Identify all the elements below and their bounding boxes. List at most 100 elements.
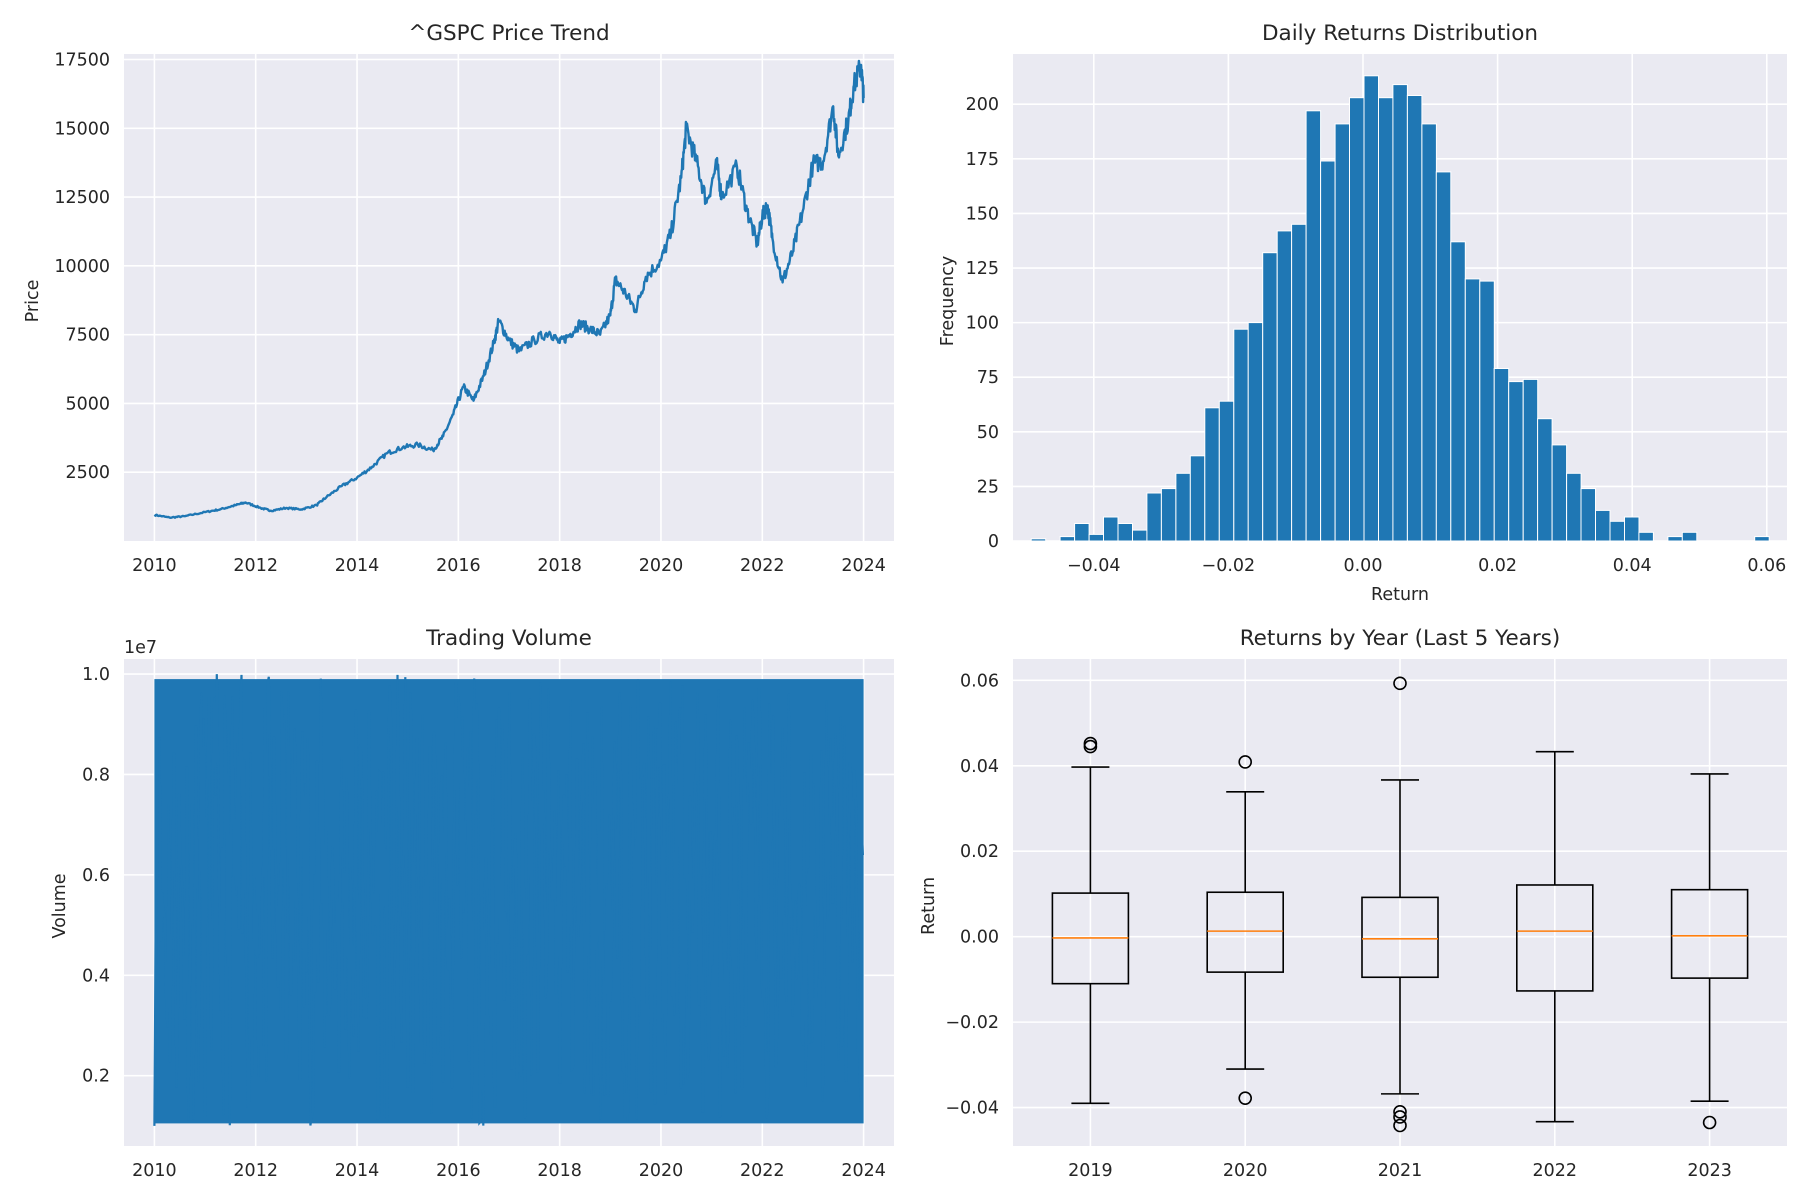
year-tick-label: 2022 [740, 1161, 785, 1181]
volume-tick-label: 1.0 [82, 665, 110, 685]
box-2019 [1051, 736, 1130, 1105]
frequency-axis-label: Frequency [938, 256, 958, 346]
histogram-bar [1103, 516, 1119, 542]
year-tick-label: 2020 [639, 556, 684, 576]
histogram-bar [1435, 171, 1452, 542]
price-tick-label: 2500 [65, 463, 110, 483]
histogram-bar [1088, 533, 1105, 542]
histogram-bar [1638, 531, 1654, 542]
histogram-bar [1363, 75, 1379, 542]
histogram-bar [1624, 516, 1640, 542]
year-tick-label: 2024 [841, 556, 886, 576]
histogram-bar [1189, 455, 1206, 542]
histogram-bar [1522, 378, 1539, 542]
iqr-box [1516, 884, 1594, 992]
histogram-bar [1464, 278, 1481, 542]
frequency-tick-label: 0 [988, 532, 999, 552]
boxplot-return-axis-label: Return [919, 877, 939, 935]
iqr-box [1670, 888, 1749, 979]
histogram-bar [1667, 536, 1683, 542]
outlier-point [1393, 1110, 1407, 1124]
histogram-bar [1493, 368, 1510, 542]
histogram-bar [1320, 160, 1336, 542]
histogram-bar [1681, 531, 1698, 542]
volume-axis-label: Volume [50, 873, 70, 938]
histogram-bar [1479, 280, 1495, 542]
year-tick-label: 2020 [639, 1161, 684, 1181]
price-tick-label: 15000 [54, 119, 110, 139]
year-tick-label: 2010 [132, 1161, 177, 1181]
histogram-bar [1378, 97, 1394, 542]
histogram-bar [1566, 472, 1582, 542]
volume-tick-label: 0.6 [82, 866, 110, 886]
return-axis-label: Return [1371, 585, 1429, 605]
return-tick-label: 0.02 [1478, 556, 1517, 576]
outlier-point [1238, 755, 1252, 769]
year-category-label: 2020 [1223, 1161, 1268, 1181]
year-tick-label: 2022 [740, 556, 785, 576]
returns-histogram-panel: Daily Returns Distribution Return Freque… [938, 21, 1787, 605]
return-tick-label: 0.00 [1343, 556, 1382, 576]
year-tick-label: 2010 [132, 556, 177, 576]
histogram-chart-title: Daily Returns Distribution [1262, 21, 1538, 46]
return-tick-label: −0.02 [1202, 556, 1256, 576]
return-tick-label: −0.04 [1067, 556, 1121, 576]
outlier-point [1238, 1091, 1252, 1105]
frequency-tick-label: 75 [977, 368, 999, 388]
frequency-tick-label: 125 [966, 259, 999, 279]
histogram-bar [1537, 418, 1553, 542]
box-2023 [1670, 773, 1749, 1130]
return-tick-label: 0.00 [960, 928, 999, 948]
outlier-point [1393, 676, 1407, 691]
histogram-bar [1132, 529, 1148, 542]
histogram-bar [1160, 488, 1177, 542]
outlier-point [1702, 1115, 1717, 1130]
price-tick-label: 10000 [54, 257, 110, 277]
volume-tick-label: 0.2 [82, 1067, 110, 1087]
frequency-tick-label: 50 [977, 423, 999, 443]
volume-tick-label: 0.8 [82, 765, 110, 785]
trading-volume-panel: Trading Volume Volume 1e7 2010 2012 2014 20… [50, 626, 894, 1181]
return-tick-label: 0.04 [960, 757, 999, 777]
iqr-box [1361, 896, 1439, 979]
histogram-bar [1595, 509, 1611, 542]
histogram-bar [1204, 407, 1220, 542]
histogram-bar [1218, 400, 1235, 542]
plot-area [124, 54, 894, 541]
price-tick-label: 12500 [54, 188, 110, 208]
volume-offset-label: 1e7 [124, 638, 157, 658]
histogram-bar [1754, 536, 1770, 542]
outlier-point [1393, 1118, 1407, 1133]
box-2022 [1516, 750, 1594, 1123]
histogram-bar [1508, 381, 1524, 542]
histogram-bar [1175, 472, 1191, 542]
return-tick-label: 0.02 [960, 842, 999, 862]
histogram-bar [1247, 322, 1264, 542]
histogram-bar [1421, 123, 1437, 542]
boxplot-chart-title: Returns by Year (Last 5 Years) [1240, 626, 1561, 651]
return-tick-label: −0.02 [945, 1013, 999, 1033]
year-category-label: 2021 [1378, 1161, 1423, 1181]
frequency-tick-label: 200 [966, 95, 999, 115]
histogram-bar [1580, 488, 1596, 542]
histogram-bar [1276, 230, 1293, 542]
return-tick-label: 0.06 [1747, 556, 1786, 576]
histogram-bar [1074, 523, 1090, 542]
price-tick-label: 5000 [65, 394, 110, 414]
year-category-label: 2019 [1068, 1161, 1113, 1181]
histogram-bar [1262, 252, 1278, 542]
year-tick-label: 2024 [841, 1161, 886, 1181]
year-category-label: 2022 [1533, 1161, 1578, 1181]
price-chart-title: ^GSPC Price Trend [408, 21, 609, 46]
price-line [153, 59, 865, 519]
histogram-bar [1334, 123, 1351, 542]
price-trend-panel: ^GSPC Price Trend Price 2010 2012 2014 2016… [23, 21, 894, 576]
iqr-box [1206, 891, 1284, 973]
histogram-bar [1146, 492, 1162, 542]
frequency-tick-label: 150 [966, 204, 999, 224]
price-axis-label: Price [23, 280, 43, 323]
box-2021 [1361, 676, 1439, 1133]
histogram-bar [1406, 95, 1423, 542]
return-tick-label: 0.06 [960, 671, 999, 691]
